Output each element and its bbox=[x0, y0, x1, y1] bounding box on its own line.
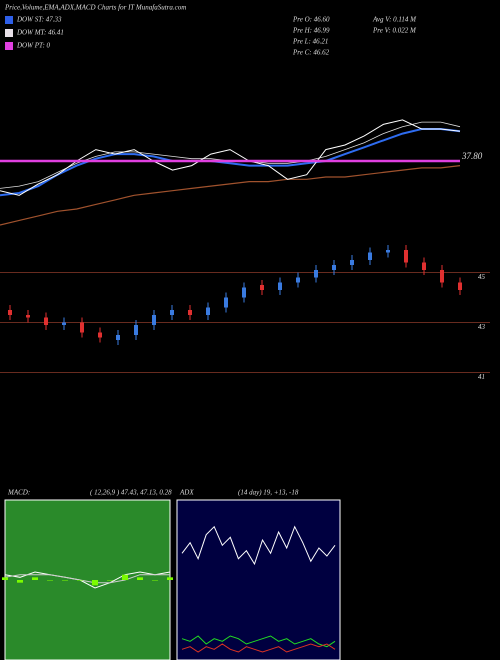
stat: Pre V: 0.022 M bbox=[372, 27, 417, 35]
stat: Pre L: 46.21 bbox=[292, 38, 328, 46]
histogram-bar bbox=[47, 580, 53, 581]
histogram-bar bbox=[77, 580, 83, 581]
legend-swatch bbox=[5, 16, 13, 24]
candle-body bbox=[332, 265, 336, 270]
candle-body bbox=[386, 250, 390, 253]
histogram-bar bbox=[122, 574, 128, 580]
candle-body bbox=[440, 270, 444, 283]
candle-body bbox=[134, 325, 138, 335]
series-line bbox=[4, 574, 170, 584]
candle-body bbox=[8, 310, 12, 315]
candle-body bbox=[188, 310, 192, 315]
stat: Pre H: 46.99 bbox=[292, 27, 330, 35]
histogram-bar bbox=[2, 577, 8, 580]
candle-body bbox=[152, 315, 156, 325]
series-line bbox=[0, 121, 461, 189]
title: Price,Volume,EMA,ADX,MACD Charts for IT … bbox=[4, 4, 186, 12]
series-line bbox=[4, 571, 171, 589]
legend-label: DOW ST: 47.33 bbox=[16, 16, 62, 24]
candle-body bbox=[296, 277, 300, 283]
histogram-bar bbox=[167, 577, 173, 580]
candle-body bbox=[350, 260, 354, 265]
series-line bbox=[181, 643, 336, 653]
y-tick-label: 45 bbox=[478, 273, 486, 281]
histogram-bar bbox=[107, 580, 113, 581]
candle-body bbox=[314, 270, 318, 278]
panel bbox=[4, 499, 171, 660]
candle-body bbox=[458, 282, 462, 290]
candle-body bbox=[368, 252, 372, 260]
panel-subtitle: (14 day) 19, +13, -18 bbox=[238, 489, 299, 497]
histogram-bar bbox=[62, 580, 68, 581]
legend-swatch bbox=[5, 42, 13, 50]
histogram-bar bbox=[32, 577, 38, 580]
histogram-bar bbox=[152, 580, 158, 581]
candle-body bbox=[404, 250, 408, 263]
candle-body bbox=[278, 282, 282, 290]
panel-subtitle: ( 12,26,9 ) 47.43, 47.13, 0.28 bbox=[90, 489, 172, 497]
candle-body bbox=[260, 285, 264, 290]
legend-swatch bbox=[5, 29, 13, 37]
candle-body bbox=[44, 317, 48, 325]
candle-body bbox=[98, 332, 102, 338]
series-line bbox=[0, 128, 461, 197]
histogram-bar bbox=[17, 580, 23, 583]
histogram-bar bbox=[92, 580, 98, 586]
reference-label: 37.80 bbox=[461, 151, 483, 161]
candle-body bbox=[224, 297, 228, 308]
candle-body bbox=[26, 315, 30, 318]
histogram-bar bbox=[137, 577, 143, 580]
candle-body bbox=[206, 307, 210, 315]
y-tick-label: 43 bbox=[478, 323, 486, 331]
stat: Pre O: 46.60 bbox=[292, 16, 330, 24]
candle-body bbox=[62, 322, 66, 325]
y-tick-label: 41 bbox=[478, 373, 485, 381]
candle-body bbox=[116, 335, 120, 340]
legend-label: DOW MT: 46.41 bbox=[16, 29, 64, 37]
panel-title: MACD: bbox=[7, 489, 30, 497]
panel-title: ADX bbox=[179, 489, 194, 497]
candle-body bbox=[242, 287, 246, 298]
stat: Pre C: 46.62 bbox=[292, 49, 330, 57]
candle-body bbox=[80, 322, 84, 333]
series-line bbox=[181, 635, 336, 648]
series-line bbox=[0, 165, 461, 226]
panel bbox=[176, 499, 341, 660]
stat: Avg V: 0.114 M bbox=[372, 16, 417, 24]
series-line bbox=[181, 525, 336, 566]
candle-body bbox=[170, 310, 174, 315]
candle-body bbox=[422, 262, 426, 270]
legend-label: DOW PT: 0 bbox=[16, 42, 51, 50]
